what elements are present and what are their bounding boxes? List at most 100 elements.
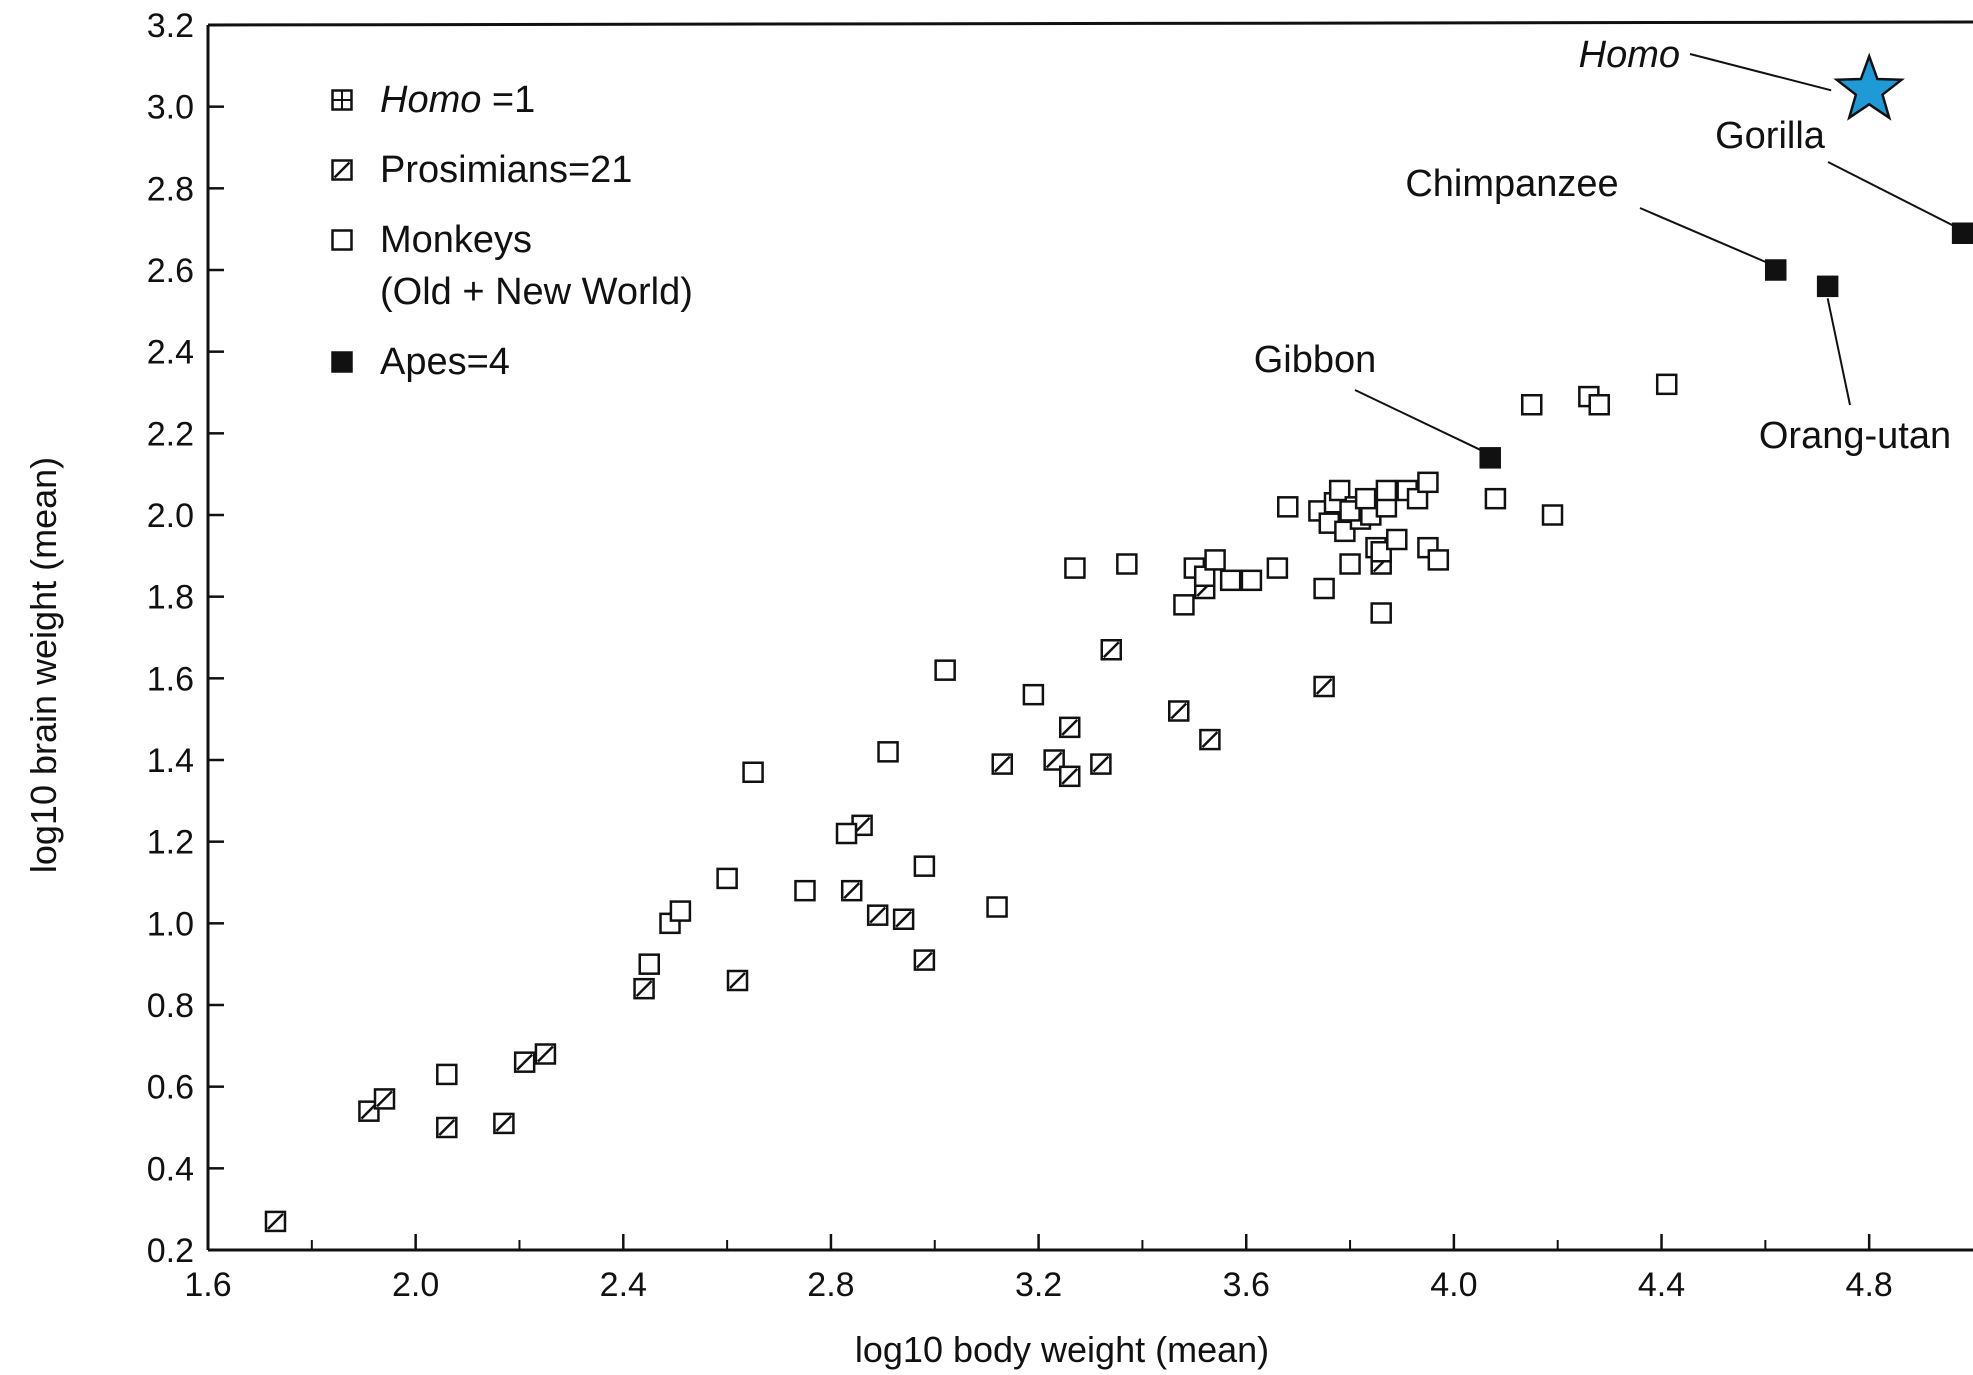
data-point [1354, 487, 1377, 510]
annotation-leader-line [1826, 298, 1851, 406]
legend-marker [331, 159, 353, 181]
data-point [1058, 765, 1081, 788]
y-tick-label: 2.6 [147, 252, 194, 290]
y-tick-label: 0.6 [147, 1069, 194, 1107]
x-tick-label: 2.0 [392, 1266, 439, 1304]
legend-marker [331, 351, 353, 373]
y-tick-label: 1.8 [147, 579, 194, 617]
data-point [1168, 700, 1190, 722]
x-tick-label: 3.6 [1223, 1266, 1270, 1304]
data-point [1116, 553, 1138, 575]
data-point [1204, 549, 1226, 571]
data-point [633, 977, 655, 1000]
data-point [840, 879, 863, 902]
data-point [991, 753, 1013, 775]
annotation-leader-line [1827, 161, 1954, 227]
data-point [1521, 394, 1543, 416]
x-axis-title: log10 body weight (mean) [855, 1329, 1269, 1370]
y-tick-label: 3.2 [147, 7, 194, 45]
data-point [726, 969, 749, 992]
y-tick-label: 3.0 [147, 89, 194, 127]
legend: Homo =1 Prosimians=21 Monkeys (Old + New Wo… [331, 79, 693, 383]
annotation-label: Orang-utan [1759, 415, 1951, 457]
data-point [1328, 479, 1351, 502]
y-tick-label: 2.2 [147, 415, 194, 453]
legend-entry-label-line2: (Old + New World) [380, 271, 693, 313]
data-point [1219, 569, 1242, 592]
data-point [1240, 569, 1263, 592]
data-point [913, 949, 936, 971]
y-tick-label: 1.0 [147, 905, 194, 943]
data-point [638, 953, 660, 975]
legend-entry-label: Homo =1 [380, 79, 535, 121]
annotation-label: Gibbon [1254, 339, 1377, 381]
data-point [493, 1112, 515, 1135]
data-point [913, 855, 936, 877]
y-tick-label: 0.4 [147, 1150, 194, 1188]
data-point [1417, 471, 1439, 494]
data-point [1655, 373, 1678, 396]
annotation-leader-line [1354, 389, 1481, 451]
legend-marker [331, 229, 353, 251]
legend-entry-label: Apes=4 [380, 341, 510, 383]
y-tick-label: 2.8 [147, 170, 194, 208]
annotation-label: Chimpanzee [1405, 163, 1618, 205]
data-point [1064, 557, 1086, 579]
data-point [1375, 479, 1398, 502]
data-point [1313, 675, 1335, 698]
data-point [669, 900, 692, 922]
data-point [373, 1088, 396, 1110]
data-point [1090, 753, 1112, 775]
legend-marker [331, 89, 353, 111]
data-point [1266, 557, 1289, 579]
data-point [1022, 683, 1045, 706]
x-tick-label: 2.4 [600, 1266, 647, 1304]
top-frame-line [207, 20, 1973, 27]
data-point [1370, 602, 1392, 624]
data-point [436, 1063, 458, 1086]
data-point [436, 1116, 458, 1139]
data-point [1386, 528, 1408, 551]
data-point [835, 822, 858, 845]
data-point [1334, 520, 1356, 543]
y-tick-label: 0.8 [147, 987, 194, 1025]
data-point [1199, 728, 1221, 751]
data-point [1173, 594, 1195, 616]
x-tick-label: 4.8 [1846, 1266, 1893, 1304]
data-point [264, 1210, 287, 1233]
annotation-label: Homo [1579, 34, 1680, 76]
data-point [794, 879, 816, 902]
data-point [513, 1051, 536, 1073]
x-tick-label: 4.4 [1638, 1266, 1685, 1304]
data-point [1541, 504, 1564, 526]
y-tick-label: 2.4 [147, 334, 194, 372]
data-point [892, 908, 915, 930]
x-tick-label: 4.0 [1430, 1266, 1477, 1304]
legend-entry-label: Prosimians=21 [380, 149, 632, 191]
y-tick-label: 1.2 [147, 824, 194, 862]
data-point [1427, 549, 1450, 571]
data-point [1370, 541, 1392, 563]
data-point [1313, 577, 1335, 600]
annotation-label: Gorilla [1715, 115, 1826, 157]
y-tick-label: 1.4 [147, 742, 194, 780]
data-point [1339, 500, 1361, 522]
data-point [986, 896, 1008, 918]
x-tick-label: 3.2 [1015, 1266, 1062, 1304]
y-tick-label: 2.0 [147, 497, 194, 535]
data-points-layer [264, 52, 1973, 1233]
data-point [934, 659, 956, 681]
data-point [1588, 394, 1610, 416]
annotation-leader-line [1639, 207, 1767, 263]
axes-layer: 1.6 2.0 2.4 2.8 3.2 3.6 4.0 4.4 4.8 0.2 0.4 0.6 0.8 1… [147, 7, 1973, 1304]
legend-entry-label: Monkeys [380, 219, 532, 261]
annotations-layer: Homo Gorilla Chimpanzee Orang-utan Gibbon [1254, 34, 1954, 457]
data-point [877, 741, 899, 763]
y-tick-label: 1.6 [147, 660, 194, 698]
data-point [1277, 496, 1299, 518]
x-tick-label: 1.6 [184, 1266, 231, 1304]
y-axis-title: log10 brain weight (mean) [23, 457, 64, 873]
data-point [1833, 52, 1905, 121]
data-point [534, 1043, 557, 1065]
